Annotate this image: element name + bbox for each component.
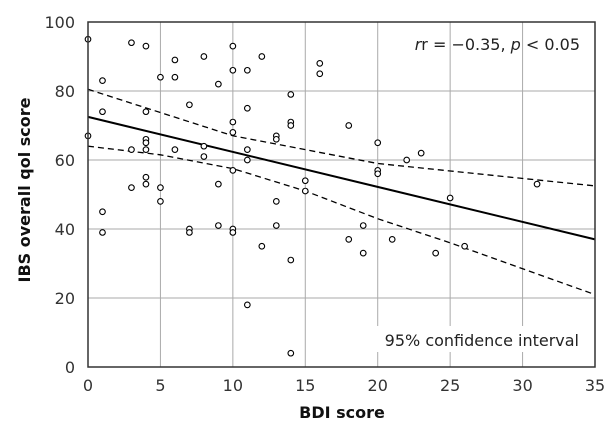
data-point	[186, 101, 193, 109]
x-tick-labels: 0 5 10 15 20 25 30 35	[83, 376, 605, 395]
data-point	[316, 60, 324, 67]
data-point	[374, 139, 382, 147]
data-point	[229, 118, 237, 126]
data-point	[533, 180, 541, 188]
data-point	[142, 173, 150, 181]
data-point	[128, 146, 135, 153]
data-point	[258, 53, 266, 60]
data-point	[200, 153, 208, 160]
data-point	[345, 236, 353, 243]
y-tick-label: 0	[65, 358, 75, 377]
data-point	[461, 242, 468, 250]
stat-r-equals: r =	[421, 35, 451, 54]
data-point	[287, 349, 295, 357]
data-point	[272, 222, 280, 229]
data-point	[128, 39, 135, 47]
data-point	[99, 77, 106, 84]
data-point	[243, 146, 251, 153]
data-point	[403, 156, 411, 164]
y-tick-label: 20	[55, 289, 75, 308]
data-point	[171, 73, 179, 81]
data-point	[229, 129, 237, 136]
data-point	[200, 142, 208, 150]
regression-line	[87, 115, 596, 241]
data-point	[359, 222, 367, 229]
data-point	[186, 229, 193, 236]
data-point	[215, 80, 222, 88]
data-point	[157, 198, 164, 205]
correlation-annotation: rr = −0.35, p < 0.05	[415, 35, 580, 54]
data-point	[99, 208, 106, 216]
data-point	[215, 180, 222, 188]
data-point	[99, 108, 106, 116]
data-point	[243, 156, 251, 164]
data-point	[142, 146, 150, 153]
data-point	[287, 122, 295, 129]
x-tick-label: 10	[223, 376, 243, 395]
y-axis-title: IBS overall qol score	[15, 97, 34, 282]
data-point	[446, 194, 454, 202]
data-point	[287, 91, 295, 98]
y-tick-label: 40	[55, 220, 75, 239]
data-point	[229, 167, 237, 174]
x-axis-title: BDI score	[299, 403, 385, 422]
data-point	[243, 301, 251, 309]
data-point	[301, 187, 309, 195]
data-point	[142, 180, 150, 188]
y-tick-label: 60	[55, 151, 75, 170]
data-point	[157, 184, 164, 191]
data-point	[229, 66, 237, 74]
y-tick-label: 80	[55, 82, 75, 101]
stat-p-letter: p	[510, 35, 521, 54]
data-point	[316, 70, 324, 78]
data-point	[157, 73, 164, 81]
data-point	[243, 66, 251, 74]
data-point	[99, 229, 106, 236]
grid	[87, 21, 596, 368]
x-tick-label: 20	[368, 376, 388, 395]
data-point	[200, 53, 208, 60]
data-point	[359, 249, 367, 257]
x-tick-label: 25	[440, 376, 460, 395]
data-point	[287, 256, 295, 264]
data-point	[229, 42, 237, 50]
ci-label-background	[360, 326, 582, 352]
confidence-band-line	[87, 88, 596, 187]
trend-lines	[87, 88, 596, 296]
data-point	[345, 122, 353, 129]
x-tick-label: 35	[585, 376, 605, 395]
data-point	[128, 184, 135, 191]
data-point	[229, 229, 237, 236]
data-point	[432, 249, 440, 257]
data-point	[272, 198, 280, 205]
data-point	[215, 222, 222, 229]
data-point	[171, 146, 179, 153]
data-point	[301, 177, 309, 185]
data-point	[171, 56, 179, 64]
y-tick-label: 100	[44, 13, 75, 32]
data-point	[388, 236, 396, 243]
stat-separator: ,	[500, 35, 510, 54]
data-point	[142, 108, 150, 116]
data-point	[374, 170, 382, 178]
stat-r-value: −0.35	[451, 35, 500, 54]
stat-p-value: < 0.05	[521, 35, 580, 54]
data-points	[84, 35, 541, 357]
y-tick-labels: 0 20 40 60 80 100	[44, 13, 75, 377]
x-tick-label: 0	[83, 376, 93, 395]
confidence-interval-label: 95% confidence interval	[385, 331, 579, 350]
data-point	[417, 149, 425, 157]
x-tick-label: 15	[295, 376, 315, 395]
x-tick-label: 30	[512, 376, 532, 395]
x-tick-label: 5	[155, 376, 165, 395]
plot-frame	[87, 21, 596, 368]
data-point	[243, 104, 251, 112]
data-point	[272, 135, 280, 143]
data-point	[258, 242, 266, 250]
data-point	[142, 42, 150, 50]
data-point	[142, 139, 150, 147]
